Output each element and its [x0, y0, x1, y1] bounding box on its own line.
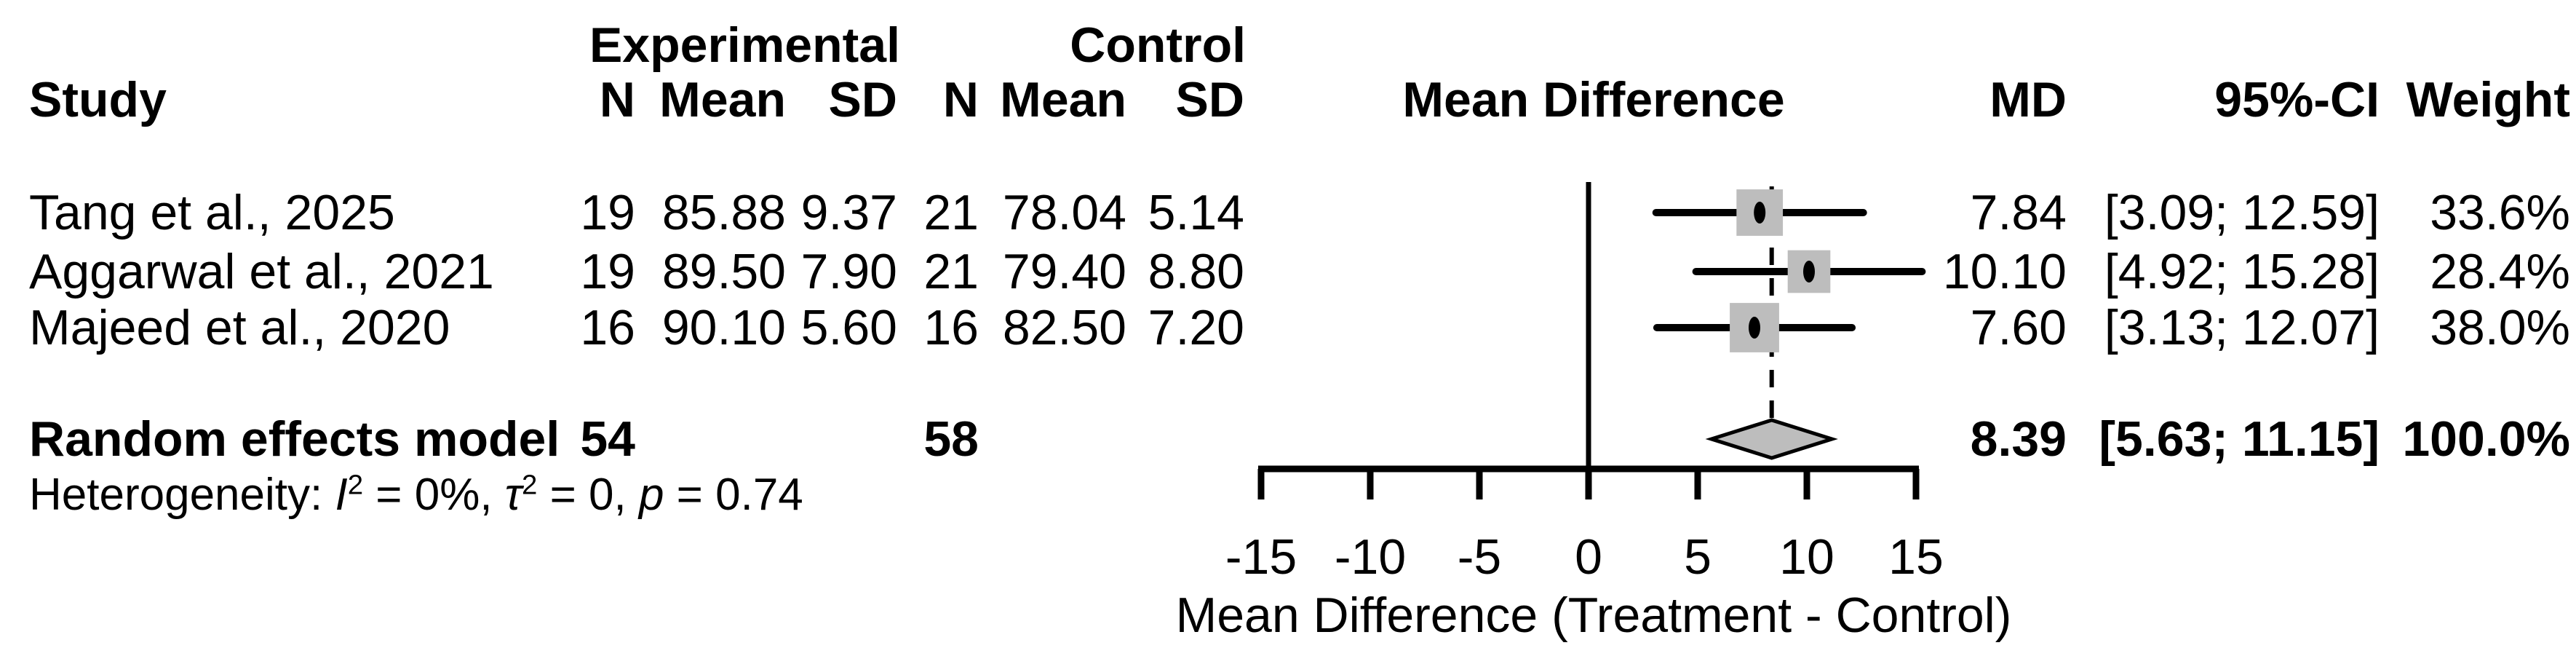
- summary-md-value: 8.39: [1970, 411, 2067, 467]
- exp-mean-value: 90.10: [661, 300, 786, 355]
- study-label: Tang et al., 2025: [29, 185, 395, 240]
- i-squared-value: = 0%,: [363, 470, 505, 520]
- exp-mean-value: 85.88: [661, 185, 786, 240]
- summary-ctrl-n: 58: [923, 411, 979, 467]
- weight-value: 33.6%: [2430, 185, 2570, 240]
- ctrl-sd-value: 8.80: [1148, 244, 1244, 299]
- ctrl-mean-value: 79.40: [1002, 244, 1126, 299]
- point-estimate-marker: [1749, 317, 1760, 339]
- ctrl-n-value: 21: [923, 185, 979, 240]
- forest-plot-area: [1257, 182, 1926, 499]
- ctrl-n-value: 21: [923, 244, 979, 299]
- x-tick-label: 5: [1684, 529, 1712, 585]
- md-value: 10.10: [1942, 244, 2067, 299]
- column-header-exp-mean: Mean: [659, 72, 786, 127]
- summary-ci-value: [5.63; 11.15]: [2099, 411, 2380, 467]
- exp-n-value: 19: [580, 185, 635, 240]
- column-header-ci: 95%-CI: [2214, 72, 2380, 127]
- md-value: 7.60: [1970, 300, 2067, 355]
- column-header-weight: Weight: [2406, 72, 2570, 127]
- exp-sd-value: 7.90: [800, 244, 897, 299]
- x-axis-title: Mean Difference (Treatment - Control): [1175, 588, 2012, 643]
- x-tick-label: -5: [1457, 529, 1502, 585]
- x-tick-label: 10: [1779, 529, 1834, 585]
- tau-squared-symbol: τ: [504, 470, 522, 520]
- summary-weight-value: 100.0%: [2402, 411, 2570, 467]
- p-symbol: p: [638, 470, 664, 520]
- summary-model-label: Random effects model: [29, 411, 560, 467]
- ci-value: [3.13; 12.07]: [2104, 300, 2380, 355]
- weight-value: 38.0%: [2430, 300, 2570, 355]
- column-header-exp-n: N: [599, 72, 635, 127]
- point-estimate-marker: [1754, 202, 1766, 224]
- ctrl-sd-value: 5.14: [1148, 185, 1244, 240]
- study-label: Aggarwal et al., 2021: [29, 244, 494, 299]
- p-value: = 0.74: [664, 470, 803, 520]
- md-value: 7.84: [1970, 185, 2067, 240]
- weight-value: 28.4%: [2430, 244, 2570, 299]
- x-tick-label: -15: [1225, 529, 1297, 585]
- x-tick-label: -10: [1334, 529, 1407, 585]
- ci-value: [3.09; 12.59]: [2104, 185, 2380, 240]
- exp-n-value: 19: [580, 244, 635, 299]
- exp-sd-value: 9.37: [800, 185, 897, 240]
- column-header-exp-sd: SD: [828, 72, 897, 127]
- tau-squared-exponent: 2: [522, 469, 538, 501]
- study-label: Majeed et al., 2020: [29, 300, 450, 355]
- i-squared-exponent: 2: [347, 469, 364, 501]
- column-header-ctrl-mean: Mean: [1000, 72, 1126, 127]
- column-group-control: Control: [1070, 17, 1246, 73]
- point-estimate-marker: [1803, 261, 1815, 282]
- column-header-md: MD: [1989, 72, 2067, 127]
- exp-mean-value: 89.50: [661, 244, 786, 299]
- heterogeneity-note: Heterogeneity: I2 = 0%, τ2 = 0, p = 0.74: [29, 471, 803, 519]
- column-header-study: Study: [29, 72, 167, 127]
- x-tick-label: 0: [1575, 529, 1602, 585]
- exp-sd-value: 5.60: [800, 300, 897, 355]
- ctrl-sd-value: 7.20: [1148, 300, 1244, 355]
- ctrl-mean-value: 82.50: [1002, 300, 1126, 355]
- ci-value: [4.92; 15.28]: [2104, 244, 2380, 299]
- tau-squared-value: = 0,: [537, 470, 639, 520]
- summary-exp-n: 54: [580, 411, 635, 467]
- x-tick-label: 15: [1888, 529, 1944, 585]
- summary-diamond: [1705, 418, 1838, 460]
- column-group-experimental: Experimental: [589, 17, 900, 73]
- heterogeneity-prefix: Heterogeneity:: [29, 470, 335, 520]
- column-header-ctrl-n: N: [942, 72, 979, 127]
- ctrl-n-value: 16: [923, 300, 979, 355]
- ctrl-mean-value: 78.04: [1002, 185, 1126, 240]
- column-header-ctrl-sd: SD: [1175, 72, 1244, 127]
- exp-n-value: 16: [580, 300, 635, 355]
- i-squared-symbol: I: [335, 470, 348, 520]
- column-header-effect: Mean Difference: [1402, 72, 1785, 127]
